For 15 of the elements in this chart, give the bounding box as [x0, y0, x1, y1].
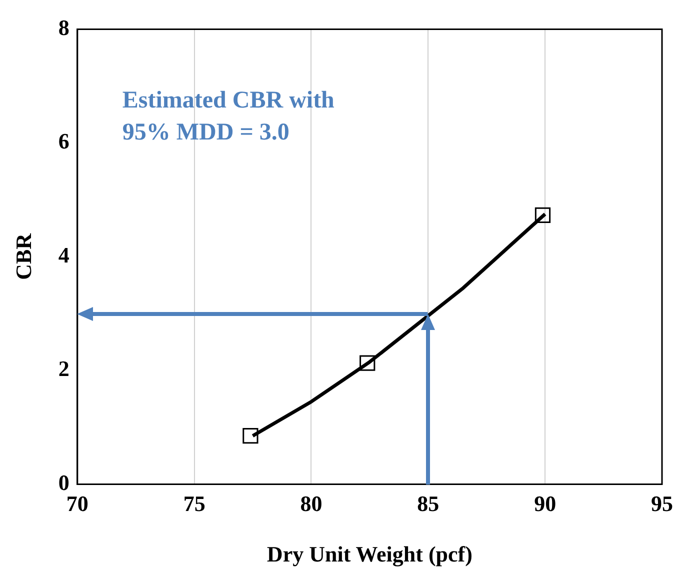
y-tick-label: 2: [58, 356, 70, 382]
y-tick-label: 6: [58, 128, 70, 154]
y-axis-title: CBR: [10, 232, 36, 280]
x-tick-label: 90: [534, 491, 556, 516]
x-tick-label: 80: [300, 491, 322, 516]
annotation: Estimated CBR with 95% MDD = 3.0: [122, 87, 334, 146]
point: [242, 428, 258, 444]
x-tick-label: 75: [183, 491, 206, 516]
y-tick-label: 4: [58, 242, 70, 268]
x-tick-label: 95: [651, 491, 673, 516]
point: [534, 207, 551, 224]
point: [360, 355, 376, 371]
x-tick-label: 85: [417, 491, 440, 516]
y-tick-label: 8: [58, 14, 70, 40]
x-axis-title: Dry Unit Weight (pcf): [266, 541, 472, 566]
